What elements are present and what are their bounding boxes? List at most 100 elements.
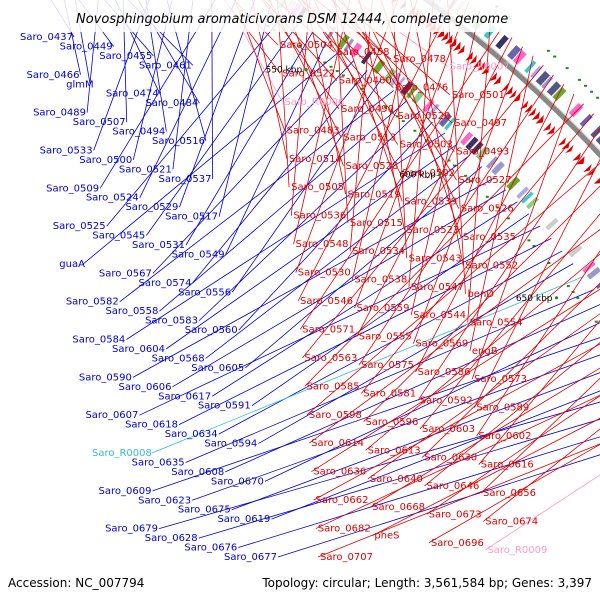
reverse-gene-label[interactable]: Saro_0466 [27, 70, 80, 81]
forward-gene-label[interactable]: Saro_0636 [313, 467, 366, 478]
reverse-gene-label[interactable]: glmM [66, 79, 94, 90]
reverse-gene-label[interactable]: Saro_0606 [119, 382, 172, 393]
reverse-gene-label[interactable]: Saro_0605 [191, 363, 244, 374]
reverse-gene-label[interactable]: Saro_0474 [106, 89, 159, 100]
forward-gene-label[interactable]: Saro_0674 [485, 516, 538, 527]
reverse-gene-label[interactable]: Saro_0545 [92, 231, 145, 242]
reverse-gene-label[interactable]: Saro_0591 [198, 401, 251, 412]
forward-gene-label[interactable]: Saro_0707 [320, 552, 373, 563]
reverse-gene-label[interactable]: Saro_0677 [224, 552, 277, 563]
reverse-gene-label[interactable]: Saro_0533 [40, 145, 93, 156]
reverse-gene-label[interactable]: Saro_0507 [73, 117, 126, 128]
forward-gene-label[interactable]: Saro_0656 [483, 488, 536, 499]
forward-gene-label[interactable]: Saro_0673 [429, 509, 482, 520]
reverse-gene-label[interactable]: Saro_0583 [145, 316, 198, 327]
reverse-gene-label[interactable]: Saro_0560 [185, 325, 238, 336]
reverse-gene-label[interactable]: Saro_0618 [125, 420, 178, 431]
forward-gene-label[interactable]: Saro_0603 [422, 424, 475, 435]
forward-gene-label[interactable]: Saro_0490 [341, 104, 394, 115]
reverse-gene-label[interactable]: Saro_0449 [60, 41, 113, 52]
forward-gene-label[interactable]: Saro_R0006 [284, 97, 344, 108]
forward-gene-label[interactable]: Saro_0613 [368, 445, 421, 456]
forward-gene-label[interactable]: Saro_0630 [424, 452, 477, 463]
forward-gene-label[interactable]: Saro_0596 [365, 417, 418, 428]
forward-gene-label[interactable]: Saro_0513 [343, 132, 396, 143]
forward-gene-label[interactable]: Saro_0554 [470, 317, 523, 328]
reverse-gene-label[interactable]: Saro_0437 [20, 32, 73, 43]
forward-gene-label[interactable]: Saro_0504 [280, 40, 333, 51]
forward-gene-label[interactable]: Saro_0585 [307, 381, 360, 392]
reverse-gene-label[interactable]: Saro_0617 [158, 391, 211, 402]
forward-gene-label[interactable]: Saro_0497 [454, 118, 507, 129]
forward-gene-label[interactable]: Saro_R0007 [450, 61, 510, 72]
reverse-gene-label[interactable]: Saro_0455 [99, 51, 152, 62]
reverse-gene-label[interactable]: Saro_0524 [86, 193, 139, 204]
forward-gene-label[interactable]: Saro_0527 [459, 175, 512, 186]
forward-gene-label[interactable]: Saro_0569 [415, 339, 468, 350]
forward-gene-label[interactable]: Saro_0535 [463, 232, 516, 243]
forward-gene-label[interactable]: Saro_0571 [302, 324, 355, 335]
reverse-gene-label[interactable]: Saro_0594 [204, 439, 257, 450]
forward-gene-label[interactable]: Saro_0522 [282, 68, 335, 79]
forward-gene-label[interactable]: Saro_0573 [474, 374, 527, 385]
reverse-gene-label[interactable]: Saro_0679 [105, 524, 158, 535]
reverse-gene-label[interactable]: Saro_0500 [79, 155, 132, 166]
forward-gene-label[interactable]: Saro_0493 [456, 147, 509, 158]
forward-gene-label[interactable]: Saro_0552 [465, 260, 518, 271]
forward-gene-label[interactable]: Saro_0614 [311, 438, 364, 449]
reverse-gene-label[interactable]: Saro_0568 [152, 353, 205, 364]
reverse-gene-label[interactable]: guaA [59, 259, 85, 270]
forward-gene-label[interactable]: Saro_0548 [296, 239, 349, 250]
forward-gene-label[interactable]: Saro_0505 [291, 182, 344, 193]
reverse-gene-label[interactable]: Saro_0558 [105, 306, 158, 317]
forward-gene-label[interactable]: Saro_0534 [352, 246, 405, 257]
reverse-gene-label[interactable]: Saro_0509 [46, 183, 99, 194]
forward-gene-label[interactable]: Saro_0530 [298, 268, 351, 279]
forward-gene-label[interactable]: Saro_0589 [476, 403, 529, 414]
reverse-gene-label[interactable]: Saro_0549 [172, 249, 225, 260]
reverse-gene-label[interactable]: Saro_0590 [79, 372, 132, 383]
reverse-gene-label[interactable]: Saro_0634 [165, 429, 218, 440]
reverse-gene-label[interactable]: Saro_0675 [178, 505, 231, 516]
reverse-gene-label[interactable]: Saro_0584 [72, 335, 125, 346]
forward-gene-label[interactable]: Saro_0563 [304, 353, 357, 364]
forward-gene-label[interactable]: Saro_0520 [398, 111, 451, 122]
reverse-gene-label[interactable]: Saro_0529 [125, 202, 178, 213]
forward-gene-label[interactable]: Saro_0503 [400, 140, 453, 151]
reverse-gene-label[interactable]: Saro_0609 [99, 486, 152, 497]
forward-gene-label[interactable]: Saro_0616 [481, 460, 534, 471]
reverse-gene-label[interactable]: Saro_0525 [53, 221, 106, 232]
reverse-gene-label[interactable]: Saro_0556 [178, 287, 231, 298]
forward-gene-label[interactable]: Saro_0602 [479, 431, 532, 442]
reverse-gene-label[interactable]: Saro_0608 [171, 467, 224, 478]
reverse-gene-label[interactable]: Saro_0607 [85, 410, 138, 421]
reverse-gene-label[interactable]: Saro_0670 [211, 476, 264, 487]
reverse-gene-label[interactable]: Saro_0574 [139, 278, 192, 289]
forward-gene-label[interactable]: Saro_R0009 [487, 545, 547, 556]
forward-gene-label[interactable]: Saro_0458 [337, 47, 390, 58]
forward-gene-label[interactable]: Saro_0668 [372, 502, 425, 513]
forward-gene-label[interactable]: Saro_0539 [404, 196, 457, 207]
forward-gene-label[interactable]: Saro_0523 [406, 225, 459, 236]
forward-gene-label[interactable]: Saro_0547 [411, 282, 464, 293]
forward-gene-label[interactable]: engB [472, 346, 498, 357]
reverse-gene-label[interactable]: Saro_R0008 [92, 448, 152, 459]
reverse-gene-label[interactable]: Saro_0628 [145, 533, 198, 544]
forward-gene-label[interactable]: Saro_0536 [293, 211, 346, 222]
forward-gene-label[interactable]: Saro_0646 [426, 481, 479, 492]
reverse-gene-label[interactable]: Saro_0604 [112, 344, 165, 355]
forward-gene-label[interactable]: Saro_0538 [354, 275, 407, 286]
reverse-gene-label[interactable]: Saro_0489 [33, 108, 86, 119]
reverse-gene-label[interactable]: Saro_0567 [99, 268, 152, 279]
forward-gene-label[interactable]: Saro_0476 [395, 83, 448, 94]
forward-gene-label[interactable]: Saro_0586 [418, 367, 471, 378]
forward-gene-label[interactable]: Saro_0514 [289, 154, 342, 165]
forward-gene-label[interactable]: Saro_0528 [345, 161, 398, 172]
forward-gene-label[interactable]: Saro_0662 [316, 495, 369, 506]
forward-gene-label[interactable]: Saro_0501 [452, 90, 505, 101]
forward-gene-label[interactable]: Saro_0581 [363, 388, 416, 399]
reverse-gene-label[interactable]: Saro_0484 [145, 98, 198, 109]
reverse-gene-label[interactable]: Saro_0531 [132, 240, 185, 251]
reverse-gene-label[interactable]: Saro_0582 [66, 297, 119, 308]
forward-gene-label[interactable]: Saro_0460 [339, 76, 392, 87]
